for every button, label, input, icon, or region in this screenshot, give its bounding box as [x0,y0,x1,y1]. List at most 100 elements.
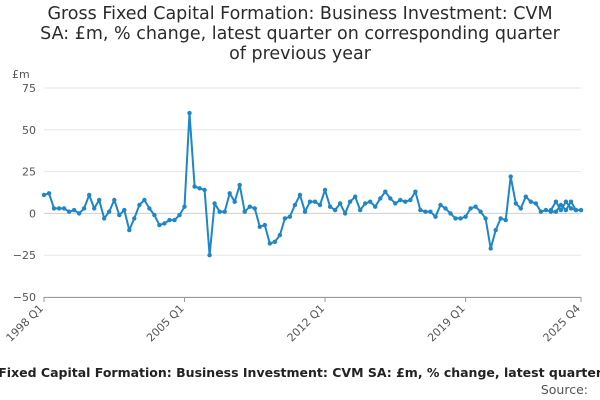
chart-title-line-3: of previous year [229,44,371,64]
data-point [292,202,298,208]
data-point [563,207,569,213]
data-point [102,216,107,221]
chart-title: Gross Fixed Capital Formation: Business … [0,4,600,64]
data-point [493,227,498,233]
x-tick-label: 2012 Q1 [285,302,328,345]
data-point [388,196,393,201]
data-point [413,189,418,194]
y-tick-label: 0 [29,207,36,220]
data-point [282,216,288,221]
data-point [41,192,47,198]
data-point [127,227,132,233]
data-point [112,197,117,203]
data-point [297,192,303,198]
data-point [538,209,544,214]
data-point [448,211,453,216]
data-point [267,241,272,246]
data-point [563,199,569,204]
data-point [483,216,488,221]
data-point [262,222,267,228]
legend-label: Gross Fixed Capital Formation: Business … [0,365,600,380]
y-tick-label: −50 [13,291,36,304]
data-point [152,212,157,218]
data-point [488,246,493,251]
data-point [523,194,528,199]
data-point [187,110,192,116]
data-point [423,209,428,214]
data-point [463,214,468,219]
data-point [257,224,262,229]
data-point [508,174,513,179]
data-point [317,202,323,208]
y-tick-label: 25 [22,166,36,179]
data-point [322,187,328,193]
x-tick-label: 2025 Q4 [541,302,584,345]
data-point [528,199,533,204]
data-point [337,201,343,206]
data-point [167,217,172,223]
x-tick-label: 1998 Q1 [4,302,47,345]
data-point [202,187,207,193]
data-point [568,199,574,204]
data-point [403,199,408,204]
y-tick-label: 75 [22,82,36,95]
data-point [247,204,252,209]
data-point [192,184,197,189]
data-point [87,192,92,198]
data-point [553,209,559,214]
data-point [553,199,559,204]
data-point [433,214,438,219]
data-point [358,207,363,213]
x-tick-label: 2019 Q1 [425,302,468,345]
data-point [438,202,443,208]
data-point [71,207,77,213]
data-point [573,207,579,213]
data-point [378,196,383,201]
data-point [368,199,373,204]
data-point [393,201,398,206]
data-point [237,182,242,188]
data-point [543,207,549,213]
data-point [307,199,313,204]
data-point [548,207,554,213]
data-point [342,211,348,216]
data-point [533,201,538,206]
legend: Gross Fixed Capital Formation: Business … [0,365,600,383]
data-point [277,232,283,238]
data-point [212,201,217,206]
data-point [373,204,378,209]
data-point [222,209,227,214]
data-point [503,217,508,223]
data-point [242,209,247,214]
data-point [51,206,57,211]
data-point [473,204,478,209]
data-point [408,197,413,203]
data-point [81,206,87,211]
data-point [418,207,423,213]
data-point [197,186,202,191]
data-point [302,209,308,214]
data-point [162,221,167,226]
chart-title-line-2: SA: £m, % change, latest quarter on corr… [40,24,560,44]
chart-title-line-1: Gross Fixed Capital Formation: Business … [47,4,553,24]
data-point [443,206,448,211]
data-point [398,197,403,203]
data-point [97,197,102,203]
y-tick-label: −25 [13,249,36,262]
data-point [558,207,564,213]
data-point [122,207,127,213]
data-point [61,206,67,211]
data-point [272,239,278,244]
data-point [76,211,82,216]
data-point [227,191,232,196]
data-point [478,209,483,214]
data-point [558,202,564,208]
data-point [578,207,584,213]
source-label: Source: [540,382,588,397]
data-point [147,206,152,211]
data-point [66,209,72,214]
data-point [453,216,458,221]
data-point [513,201,518,206]
data-point [107,209,112,214]
